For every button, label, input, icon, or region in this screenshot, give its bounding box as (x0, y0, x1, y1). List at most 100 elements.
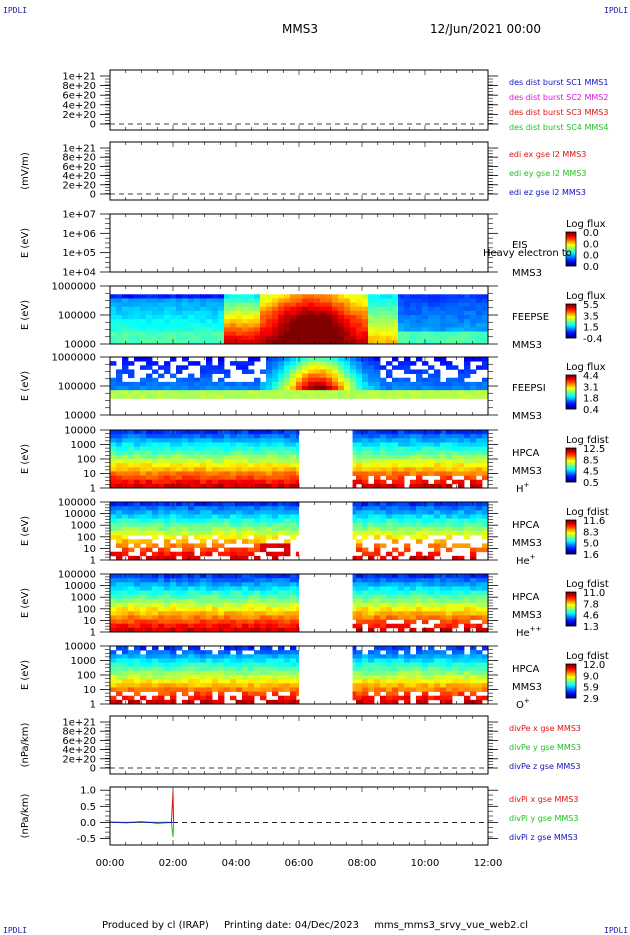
hpca_o-cell (218, 663, 224, 668)
hpca_o-cell (248, 696, 254, 701)
hpca_o-cell (134, 650, 140, 655)
feepsi-cell (350, 369, 356, 374)
feepsi-cell (464, 382, 470, 387)
feepsi-cell (260, 369, 266, 374)
hpca_he2-cell (290, 586, 296, 591)
feepsi-cell (338, 390, 344, 395)
hpca_o-cell (242, 654, 248, 659)
hpca_he1-cell (194, 514, 200, 519)
hpca_he2-cell (440, 607, 446, 612)
feepse-cell (182, 336, 188, 341)
hpca_he2-cell (254, 582, 260, 587)
feepsi-cell (344, 394, 350, 399)
hpca_o-cell (404, 654, 410, 659)
hpca_h-cell (290, 471, 296, 476)
hpca_he1-cell (362, 510, 368, 515)
hpca_h-cell (290, 476, 296, 481)
hpca_he1-cell (110, 506, 116, 511)
feepse-cell (128, 311, 134, 316)
feepse-cell (248, 298, 254, 303)
hpca_he1-cell (422, 514, 428, 519)
hpca_h-cell (128, 455, 134, 460)
hpca_he2-cell (380, 607, 386, 612)
hpca_o-cell (116, 667, 122, 672)
feepsi-cell (482, 394, 488, 399)
hpca_he2-cell (470, 611, 476, 616)
hpca_he1-cell (260, 535, 266, 540)
feepsi-cell (380, 394, 386, 399)
hpca_h-cell (212, 430, 218, 435)
hpca_he2-cell (116, 611, 122, 616)
feepsi-cell (422, 382, 428, 387)
hpca_h-cell (434, 471, 440, 476)
feepse-cell (452, 311, 458, 316)
hpca_h-cell (392, 459, 398, 464)
hpca_h-cell (458, 438, 464, 443)
hpca_o-cell (254, 663, 260, 668)
feepse-cell (392, 319, 398, 324)
feepsi-cell (266, 369, 272, 374)
hpca_h-cell (386, 447, 392, 452)
hpca_he1-cell (434, 506, 440, 511)
hpca_o-cell (110, 654, 116, 659)
hpca_he2-cell (404, 603, 410, 608)
feepsi-cell (182, 357, 188, 362)
hpca_o-cell (428, 667, 434, 672)
hpca_he2-cell (188, 595, 194, 600)
hpca_o-cell (218, 679, 224, 684)
feepsi-cell (290, 378, 296, 383)
hpca_h-cell (140, 476, 146, 481)
hpca_he1-cell (236, 548, 242, 553)
hpca_he2-cell (236, 607, 242, 612)
hpca_he2-cell (176, 620, 182, 625)
hpca_h-cell (122, 459, 128, 464)
feepse-cell (350, 332, 356, 337)
hpca_o-cell (464, 667, 470, 672)
hpca_o-cell (278, 667, 284, 672)
feepse-cell (266, 327, 272, 332)
hpca_h-cell (254, 438, 260, 443)
hpca_o-cell (374, 663, 380, 668)
hpca_h-cell (194, 434, 200, 439)
hpca_he2-cell (470, 599, 476, 604)
hpca_o-cell (470, 692, 476, 697)
hpca_h-cell (404, 455, 410, 460)
hpca_h-cell (392, 463, 398, 468)
hpca_h-cell (212, 447, 218, 452)
hpca_he1-cell (128, 506, 134, 511)
hpca_he1-cell (110, 535, 116, 540)
hpca_he1-cell (374, 527, 380, 532)
hpca_he2-cell (392, 603, 398, 608)
feepse-cell (410, 315, 416, 320)
hpca_he1-cell (164, 523, 170, 528)
hpca_he2-cell (224, 586, 230, 591)
hpca_he2-cell (188, 615, 194, 620)
hpca_h-cell (110, 463, 116, 468)
hpca_h-cell (374, 459, 380, 464)
feepsi-cell (458, 382, 464, 387)
feepse-cell (446, 332, 452, 337)
hpca_h-cell (476, 451, 482, 456)
hpca_he1-cell (482, 523, 488, 528)
hpca_h-cell (146, 430, 152, 435)
hpca_he2-cell (110, 607, 116, 612)
feepsi-cell (332, 382, 338, 387)
feepsi-cell (188, 374, 194, 379)
feepse-cell (212, 323, 218, 328)
hpca_o-cell (224, 667, 230, 672)
hpca_o-cell (452, 667, 458, 672)
hpca_h-cell (146, 471, 152, 476)
hpca_o-cell (182, 679, 188, 684)
feepsi-cell (140, 378, 146, 383)
hpca_he2-cell (416, 599, 422, 604)
hpca_he2-cell (266, 586, 272, 591)
hpca_o-cell (272, 654, 278, 659)
hpca_he1-cell (182, 506, 188, 511)
feepse-cell (116, 311, 122, 316)
feepse-cell (320, 315, 326, 320)
hpca_o-cell (134, 663, 140, 668)
hpca_he2-cell (194, 611, 200, 616)
hpca_he1-cell (116, 502, 122, 507)
feepsi-cell (194, 382, 200, 387)
feepsi-cell (218, 382, 224, 387)
